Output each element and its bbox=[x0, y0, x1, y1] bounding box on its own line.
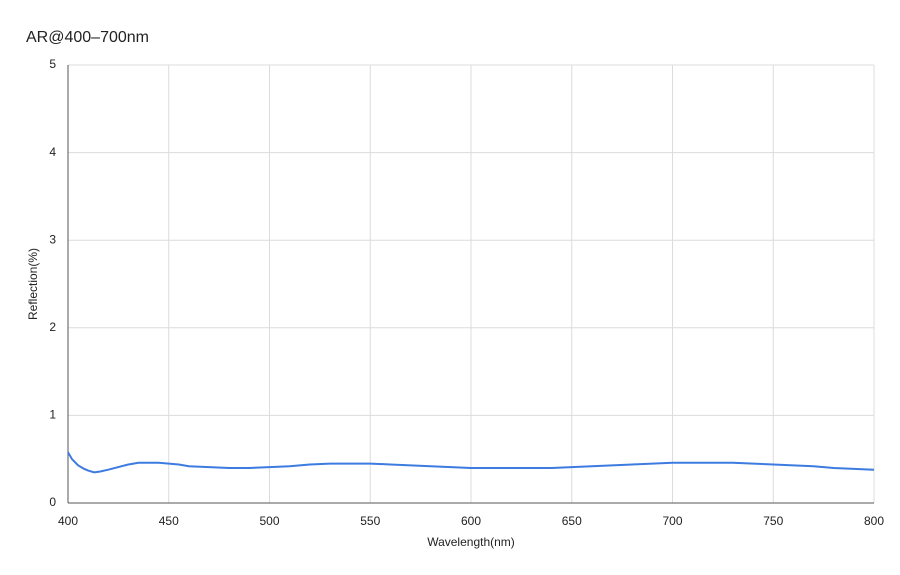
x-tick-label: 550 bbox=[360, 514, 380, 528]
y-tick-label: 4 bbox=[49, 145, 56, 159]
x-tick-label: 750 bbox=[763, 514, 783, 528]
data-line bbox=[67, 451, 875, 474]
y-axis-label: Reflection(%) bbox=[26, 248, 40, 320]
x-tick-label: 650 bbox=[562, 514, 582, 528]
x-axis-label: Wavelength(nm) bbox=[427, 535, 515, 549]
y-tick-label: 5 bbox=[49, 57, 56, 71]
x-tick-label: 700 bbox=[662, 514, 682, 528]
x-tick-label: 450 bbox=[159, 514, 179, 528]
x-tick-label: 800 bbox=[864, 514, 884, 528]
y-tick-label: 2 bbox=[49, 320, 56, 334]
x-tick-label: 400 bbox=[58, 514, 78, 528]
y-tick-label: 1 bbox=[49, 408, 56, 422]
y-tick-label: 3 bbox=[49, 232, 56, 246]
chart-title: AR@400–700nm bbox=[26, 29, 149, 46]
x-tick-label: 600 bbox=[461, 514, 481, 528]
y-tick-label: 0 bbox=[49, 495, 56, 509]
x-tick-label: 500 bbox=[259, 514, 279, 528]
